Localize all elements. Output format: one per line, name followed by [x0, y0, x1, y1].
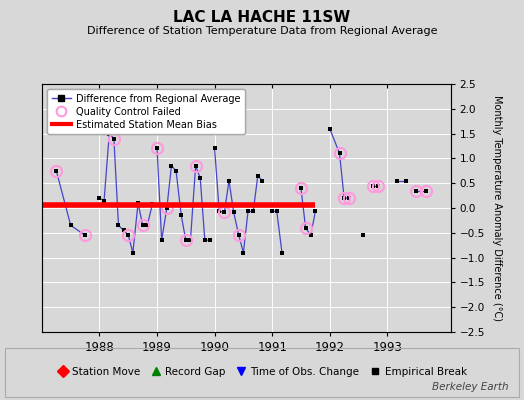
Legend: Station Move, Record Gap, Time of Obs. Change, Empirical Break: Station Move, Record Gap, Time of Obs. C…: [53, 363, 471, 381]
Legend: Difference from Regional Average, Quality Control Failed, Estimated Station Mean: Difference from Regional Average, Qualit…: [47, 89, 245, 134]
Bar: [5, 348, 519, 397]
Y-axis label: Monthly Temperature Anomaly Difference (°C): Monthly Temperature Anomaly Difference (…: [492, 95, 501, 321]
Text: Difference of Station Temperature Data from Regional Average: Difference of Station Temperature Data f…: [87, 26, 437, 36]
Text: Berkeley Earth: Berkeley Earth: [432, 382, 508, 392]
Text: LAC LA HACHE 11SW: LAC LA HACHE 11SW: [173, 10, 351, 25]
